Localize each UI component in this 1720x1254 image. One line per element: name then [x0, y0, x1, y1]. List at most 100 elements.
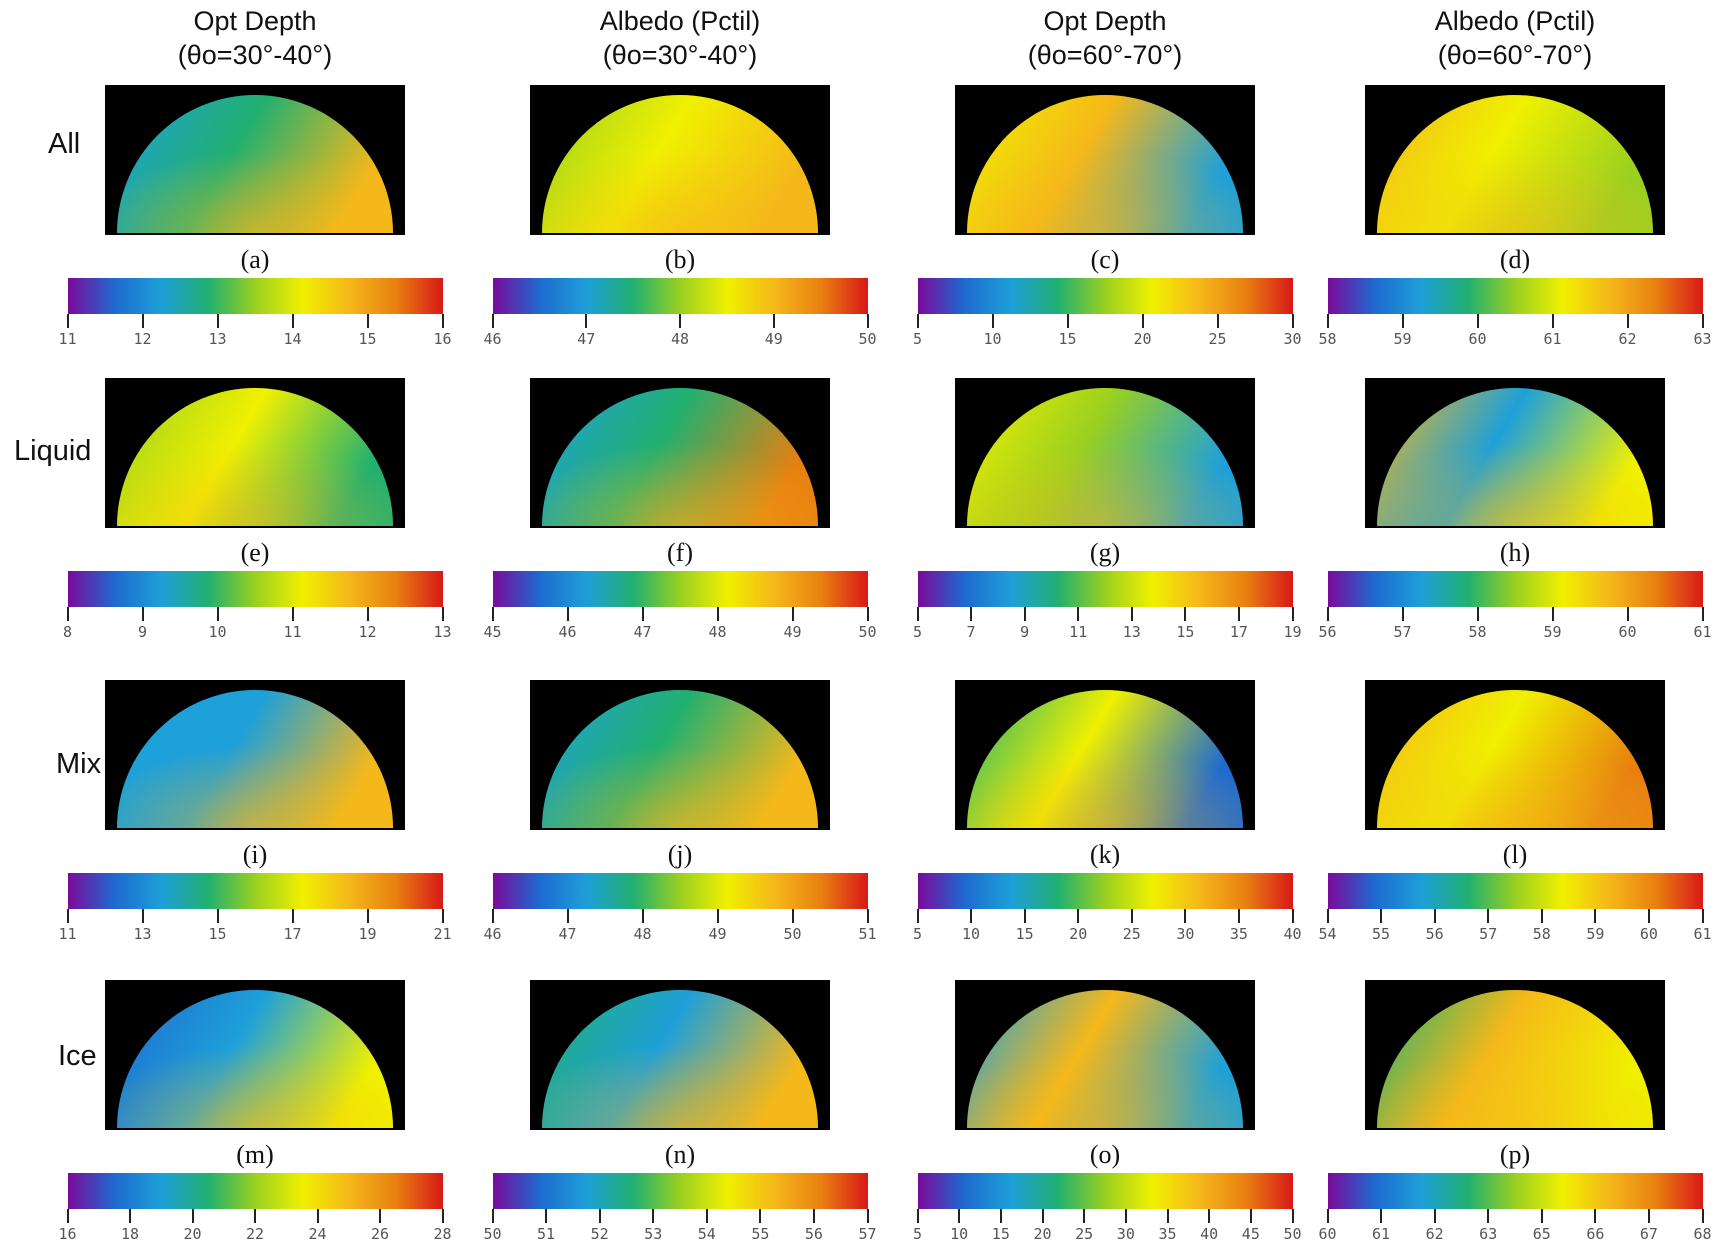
- colorbar-tick: [866, 314, 869, 328]
- colorbar-tick-label: 30: [1283, 330, 1302, 348]
- row-label: All: [48, 128, 81, 160]
- polar-map: [542, 690, 818, 828]
- colorbar-tick-label: 25: [1208, 330, 1227, 348]
- colorbar-tick: [970, 607, 973, 621]
- polar-map: [967, 388, 1243, 526]
- map-panel: [105, 980, 405, 1130]
- row-label: Liquid: [14, 435, 92, 467]
- colorbar-tick-label: 58: [1468, 623, 1487, 641]
- colorbar-tick: [1291, 607, 1294, 621]
- colorbar-tick: [66, 1209, 69, 1223]
- colorbar-tick-label: 20: [1069, 925, 1088, 943]
- colorbar-tick: [641, 909, 644, 923]
- colorbar-tick-label: 48: [708, 623, 727, 641]
- colorbar-tick-label: 61: [1543, 330, 1562, 348]
- colorbar-tick-label: 11: [283, 623, 302, 641]
- colorbar-tick: [812, 1209, 815, 1223]
- colorbar-tick-label: 11: [1069, 623, 1088, 641]
- hemisphere-highlight: [542, 990, 818, 1128]
- colorbar-tick-label: 52: [590, 1225, 609, 1243]
- colorbar-tick: [1023, 607, 1026, 621]
- colorbar-tick-label: 15: [1015, 925, 1034, 943]
- map-panel: [955, 680, 1255, 830]
- hemisphere-highlight: [117, 690, 393, 828]
- colorbar-tick-label: 62: [1618, 330, 1637, 348]
- colorbar-tick-label: 25: [1122, 925, 1141, 943]
- colorbar: [1327, 1173, 1703, 1209]
- colorbar-tick-label: 49: [783, 623, 802, 641]
- colorbar: [67, 571, 443, 607]
- polar-map: [967, 990, 1243, 1128]
- colorbar-tick: [991, 314, 994, 328]
- colorbar-tick-label: 10: [962, 925, 981, 943]
- hemisphere-highlight: [542, 95, 818, 233]
- colorbar-tick: [1701, 607, 1704, 621]
- colorbar-tick: [866, 1209, 869, 1223]
- colorbar-tick-label: 40: [1200, 1225, 1219, 1243]
- colorbar-tick-label: 13: [433, 623, 452, 641]
- colorbar-tick: [1291, 314, 1294, 328]
- map-panel: [955, 378, 1255, 528]
- column-header-line2: (θo=60°-70°): [1437, 40, 1593, 70]
- colorbar-tick-label: 15: [358, 330, 377, 348]
- colorbar-tick: [1326, 607, 1329, 621]
- colorbar-tick-label: 57: [1393, 623, 1412, 641]
- polar-map: [117, 95, 393, 233]
- colorbar-tick: [141, 607, 144, 621]
- colorbar-tick-label: 59: [1393, 330, 1412, 348]
- colorbar-tick: [254, 1209, 256, 1223]
- colorbar-tick-label: 9: [137, 623, 148, 641]
- polar-map: [542, 990, 818, 1128]
- colorbar-tick-label: 9: [1020, 623, 1030, 641]
- colorbar-tick: [441, 314, 444, 328]
- colorbar-tick: [316, 1209, 319, 1223]
- colorbar-tick-label: 61: [1693, 925, 1712, 943]
- hemisphere-highlight: [117, 95, 393, 233]
- colorbar-tick-label: 20: [1133, 330, 1152, 348]
- map-panel: [955, 85, 1255, 235]
- colorbar: [67, 873, 443, 909]
- colorbar-tick: [366, 607, 369, 621]
- colorbar-tick-label: 65: [1532, 1225, 1551, 1243]
- colorbar-tick: [545, 1209, 548, 1223]
- polar-map: [967, 95, 1243, 233]
- colorbar-tick: [1184, 909, 1187, 923]
- colorbar-tick: [641, 607, 644, 621]
- colorbar-tick-label: 17: [283, 925, 302, 943]
- colorbar-tick: [216, 607, 219, 621]
- colorbar-tick-label: 60: [1639, 925, 1658, 943]
- colorbar-tick-label: 60: [1468, 330, 1487, 348]
- colorbar-tick: [598, 1209, 601, 1223]
- colorbar-tick-label: 57: [858, 1225, 877, 1243]
- colorbar-tick-label: 54: [697, 1225, 716, 1243]
- colorbar-tick-label: 17: [1229, 623, 1248, 641]
- colorbar-tick: [1237, 607, 1240, 621]
- colorbar-tick: [141, 314, 144, 328]
- column-header: Opt Depth (θo=30°-40°): [85, 4, 425, 72]
- colorbar-tick-label: 16: [433, 330, 452, 348]
- colorbar-tick: [1249, 1209, 1252, 1223]
- map-panel: [105, 378, 405, 528]
- hemisphere-highlight: [117, 990, 393, 1128]
- colorbar-tick: [716, 909, 719, 923]
- colorbar-tick: [1237, 909, 1240, 923]
- panel-label: (e): [240, 538, 270, 567]
- panel-label: (n): [664, 1140, 696, 1169]
- panel-label: (g): [1089, 538, 1121, 567]
- colorbar-tick: [958, 1209, 961, 1223]
- colorbar-tick-label: 50: [483, 1225, 502, 1243]
- colorbar-tick: [705, 1209, 708, 1223]
- panel-label: (i): [242, 840, 268, 869]
- colorbar-tick: [1077, 909, 1080, 923]
- map-panel: [530, 378, 830, 528]
- map-panel: [530, 980, 830, 1130]
- colorbar: [917, 571, 1293, 607]
- colorbar-tick-label: 48: [633, 925, 652, 943]
- colorbar-tick: [566, 607, 569, 621]
- colorbar: [917, 278, 1293, 314]
- colorbar: [492, 571, 868, 607]
- colorbar-tick: [866, 909, 869, 923]
- colorbar-tick: [66, 607, 69, 621]
- colorbar-tick-label: 22: [245, 1225, 265, 1243]
- map-panel: [105, 85, 405, 235]
